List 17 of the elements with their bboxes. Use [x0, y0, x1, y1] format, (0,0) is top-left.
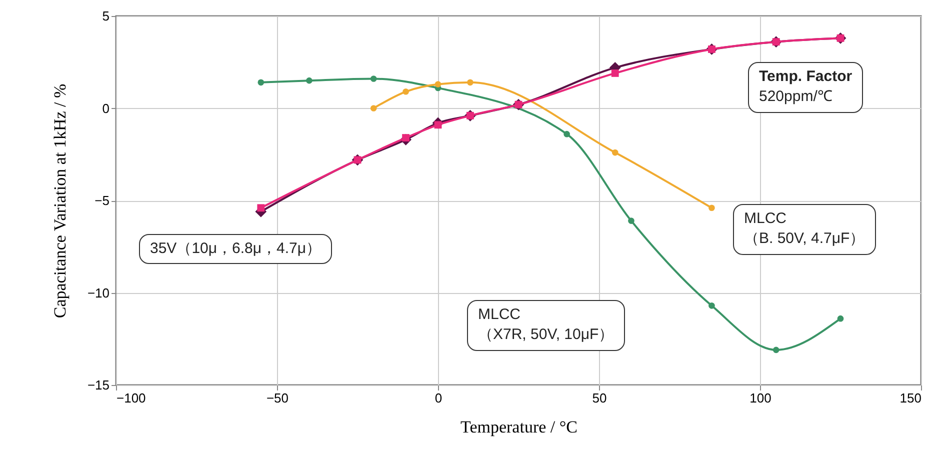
x-tick-label: −50: [266, 390, 289, 406]
x-tick-label: 50: [592, 390, 607, 406]
y-tick-label: 0: [102, 100, 110, 116]
y-tick-label: 5: [102, 8, 110, 24]
y-axis-title: Capacitance Variation at 1kHz / %: [50, 84, 70, 318]
x-tick-label: 0: [434, 390, 442, 406]
y-tick-label: −5: [94, 193, 110, 208]
x-axis-title: Temperature / °C: [460, 418, 578, 436]
annotation: MLCC （X7R, 50V, 10μF）: [478, 306, 614, 344]
annotation: 35V（10μ，6.8μ，4.7μ）: [150, 240, 322, 257]
x-tick-label: −100: [116, 390, 146, 406]
y-tick-label: −10: [87, 285, 110, 300]
annotation: Temp. Factor 520ppm/℃: [759, 68, 852, 106]
annotation: MLCC （B. 50V, 4.7μF）: [744, 210, 865, 248]
y-tick-label: −15: [87, 378, 110, 392]
x-tick-label: 100: [750, 390, 772, 406]
x-tick-label: 150: [900, 390, 922, 406]
